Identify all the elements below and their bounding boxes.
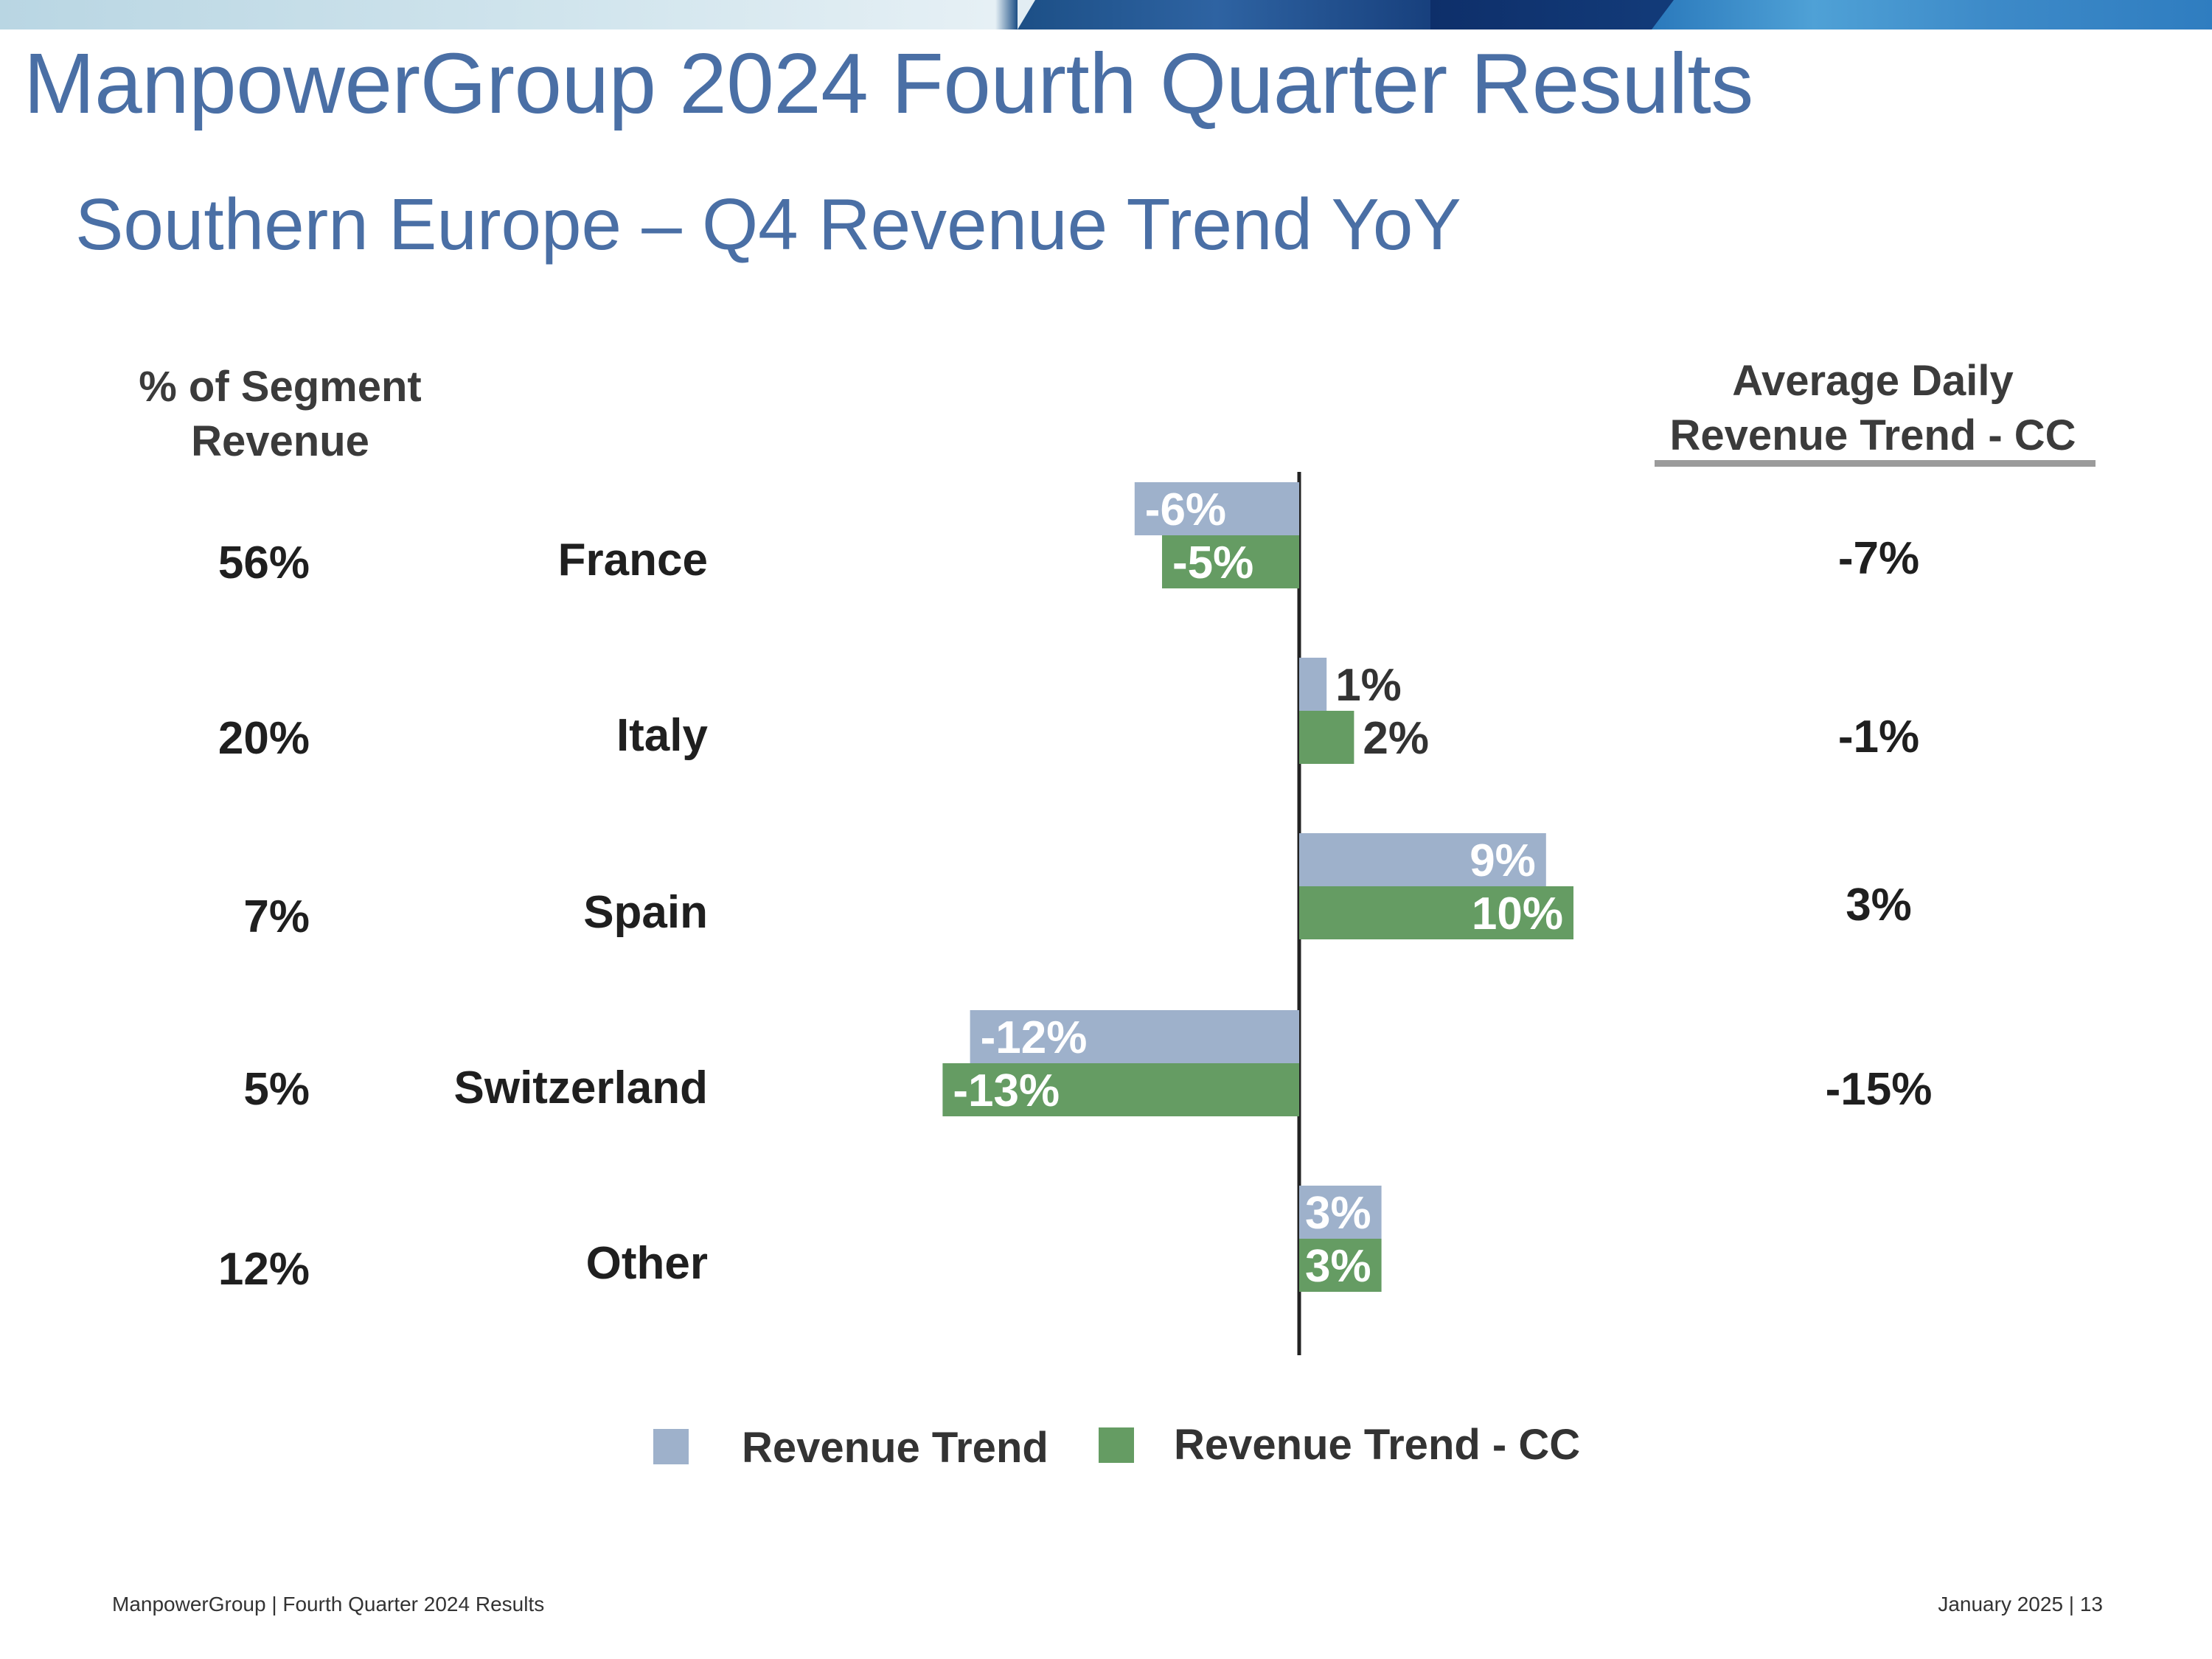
heading-underline: [1655, 460, 2096, 467]
bar-other-revenue-trend: [1299, 1186, 1382, 1239]
bar-label-other-revenue-trend: 3%: [1305, 1188, 1371, 1239]
bar-label-other-revenue-trend-cc: 3%: [1305, 1241, 1371, 1292]
segment-share-other: 12%: [218, 1244, 310, 1295]
page-title: ManpowerGroup 2024 Fourth Quarter Result…: [24, 35, 1753, 131]
avg-daily-heading: Average Daily Revenue Trend - CC: [1644, 354, 2101, 463]
avg-daily-france: -7%: [1837, 533, 1920, 584]
bar-label-france-revenue-trend: -6%: [1145, 484, 1226, 535]
avg-daily-italy: -1%: [1837, 712, 1920, 762]
bar-italy-revenue-trend-cc: [1299, 711, 1354, 764]
avg-daily-switzerland: -15%: [1825, 1064, 1933, 1115]
country-label-italy: Italy: [616, 710, 708, 761]
segment-share-switzerland: 5%: [243, 1064, 310, 1115]
segment-share-heading: % of Segment Revenue: [96, 360, 465, 469]
bar-spain-revenue-trend: [1299, 833, 1546, 886]
bar-spain-revenue-trend-cc: [1299, 886, 1573, 939]
bar-label-italy-revenue-trend-cc: 2%: [1363, 713, 1429, 764]
top-decorative-band: [0, 0, 2212, 29]
bar-label-spain-revenue-trend: 9%: [1470, 835, 1536, 886]
segment-share-italy: 20%: [218, 713, 310, 764]
footer-left: ManpowerGroup | Fourth Quarter 2024 Resu…: [112, 1593, 545, 1615]
country-label-switzerland: Switzerland: [453, 1062, 708, 1113]
country-label-other: Other: [585, 1238, 708, 1289]
country-label-spain: Spain: [583, 887, 708, 938]
avg-daily-heading-line1: Average Daily: [1732, 357, 2014, 405]
bar-label-spain-revenue-trend-cc: 10%: [1472, 888, 1563, 939]
bar-label-france-revenue-trend-cc: -5%: [1172, 538, 1253, 588]
bar-other-revenue-trend-cc: [1299, 1239, 1382, 1292]
band-wedge: [1018, 0, 1035, 29]
segment-share-spain: 7%: [243, 891, 310, 942]
legend-swatch-revenue-trend: [653, 1429, 689, 1464]
legend-swatch-revenue-trend-cc: [1099, 1427, 1134, 1463]
legend-label-revenue-trend-cc: Revenue Trend - CC: [1174, 1421, 1581, 1469]
bar-label-switzerland-revenue-trend-cc: -13%: [953, 1065, 1060, 1116]
bar-label-switzerland-revenue-trend: -12%: [981, 1012, 1088, 1063]
country-label-france: France: [557, 535, 708, 585]
legend-label-revenue-trend: Revenue Trend: [742, 1424, 1048, 1472]
segment-share-france: 56%: [218, 538, 310, 588]
bar-switzerland-revenue-trend-cc: [942, 1063, 1299, 1116]
avg-daily-heading-line2: Revenue Trend - CC: [1669, 411, 2076, 459]
slide-subtitle: Southern Europe – Q4 Revenue Trend YoY: [75, 184, 1461, 265]
avg-daily-spain: 3%: [1846, 880, 1912, 931]
segment-share-heading-line2: Revenue: [191, 417, 369, 465]
bar-label-italy-revenue-trend: 1%: [1335, 660, 1402, 711]
band-block: [1430, 0, 1652, 29]
band-wedge: [1652, 0, 1674, 29]
segment-share-heading-line1: % of Segment: [139, 363, 422, 411]
footer-page-info: January 2025 | 13: [1938, 1593, 2103, 1615]
bar-switzerland-revenue-trend: [970, 1010, 1299, 1063]
bar-france-revenue-trend: [1134, 482, 1299, 535]
bar-italy-revenue-trend: [1299, 658, 1327, 711]
bar-france-revenue-trend-cc: [1162, 535, 1299, 588]
